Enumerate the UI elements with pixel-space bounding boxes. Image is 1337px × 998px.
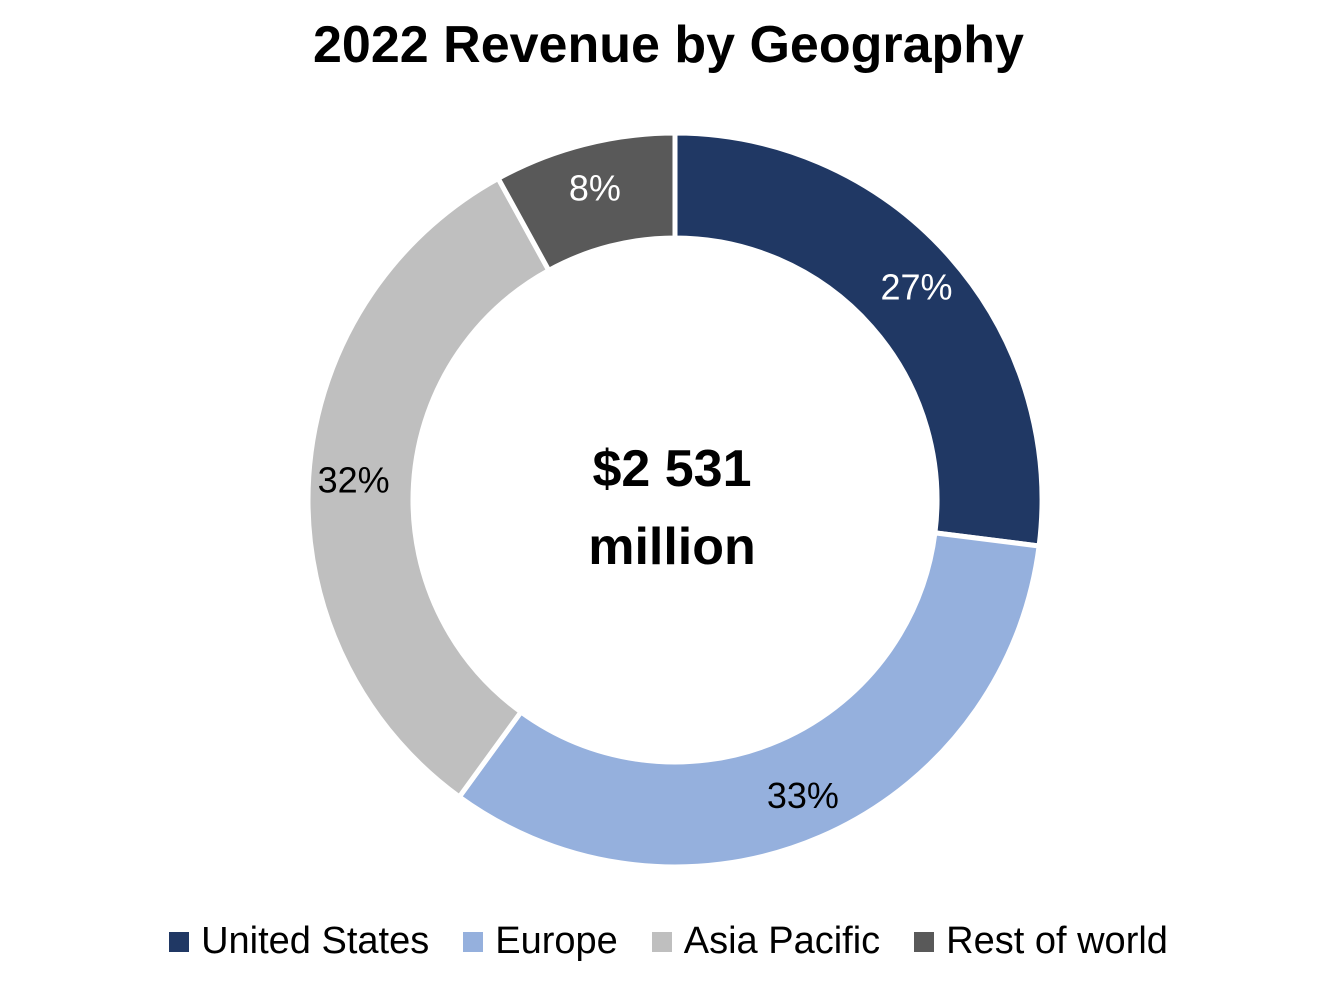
chart-title: 2022 Revenue by Geography [313,16,1024,74]
slice-label-europe: 33% [767,775,839,816]
slice-europe [455,530,1042,870]
center-total-amount: $2 531 [592,440,752,498]
slice-rest-of-world [494,130,678,274]
legend-label-rest-of-world: Rest of world [946,920,1168,962]
legend-item-united-states: United States [169,920,429,963]
legend-label-europe: Europe [495,920,618,962]
slice-label-rest-of-world: 8% [569,168,621,209]
legend-label-united-states: United States [201,920,430,962]
legend-swatch-rest-of-world [914,931,935,952]
legend: United States Europe Asia Pacific Rest o… [0,920,1337,963]
legend-item-europe: Europe [463,920,618,963]
center-total: $2 531 million [472,430,872,586]
legend-swatch-united-states [169,931,190,952]
legend-item-rest-of-world: Rest of world [914,920,1168,963]
legend-label-asia-pacific: Asia Pacific [683,920,881,962]
legend-swatch-asia-pacific [651,931,672,952]
slice-label-asia-pacific: 32% [318,459,390,500]
legend-item-asia-pacific: Asia Pacific [651,920,881,963]
legend-swatch-europe [463,931,484,952]
slice-united-states [672,130,1045,549]
center-total-unit: million [588,518,756,576]
slice-label-united-states: 27% [881,267,953,308]
slice-asia-pacific [305,174,553,801]
